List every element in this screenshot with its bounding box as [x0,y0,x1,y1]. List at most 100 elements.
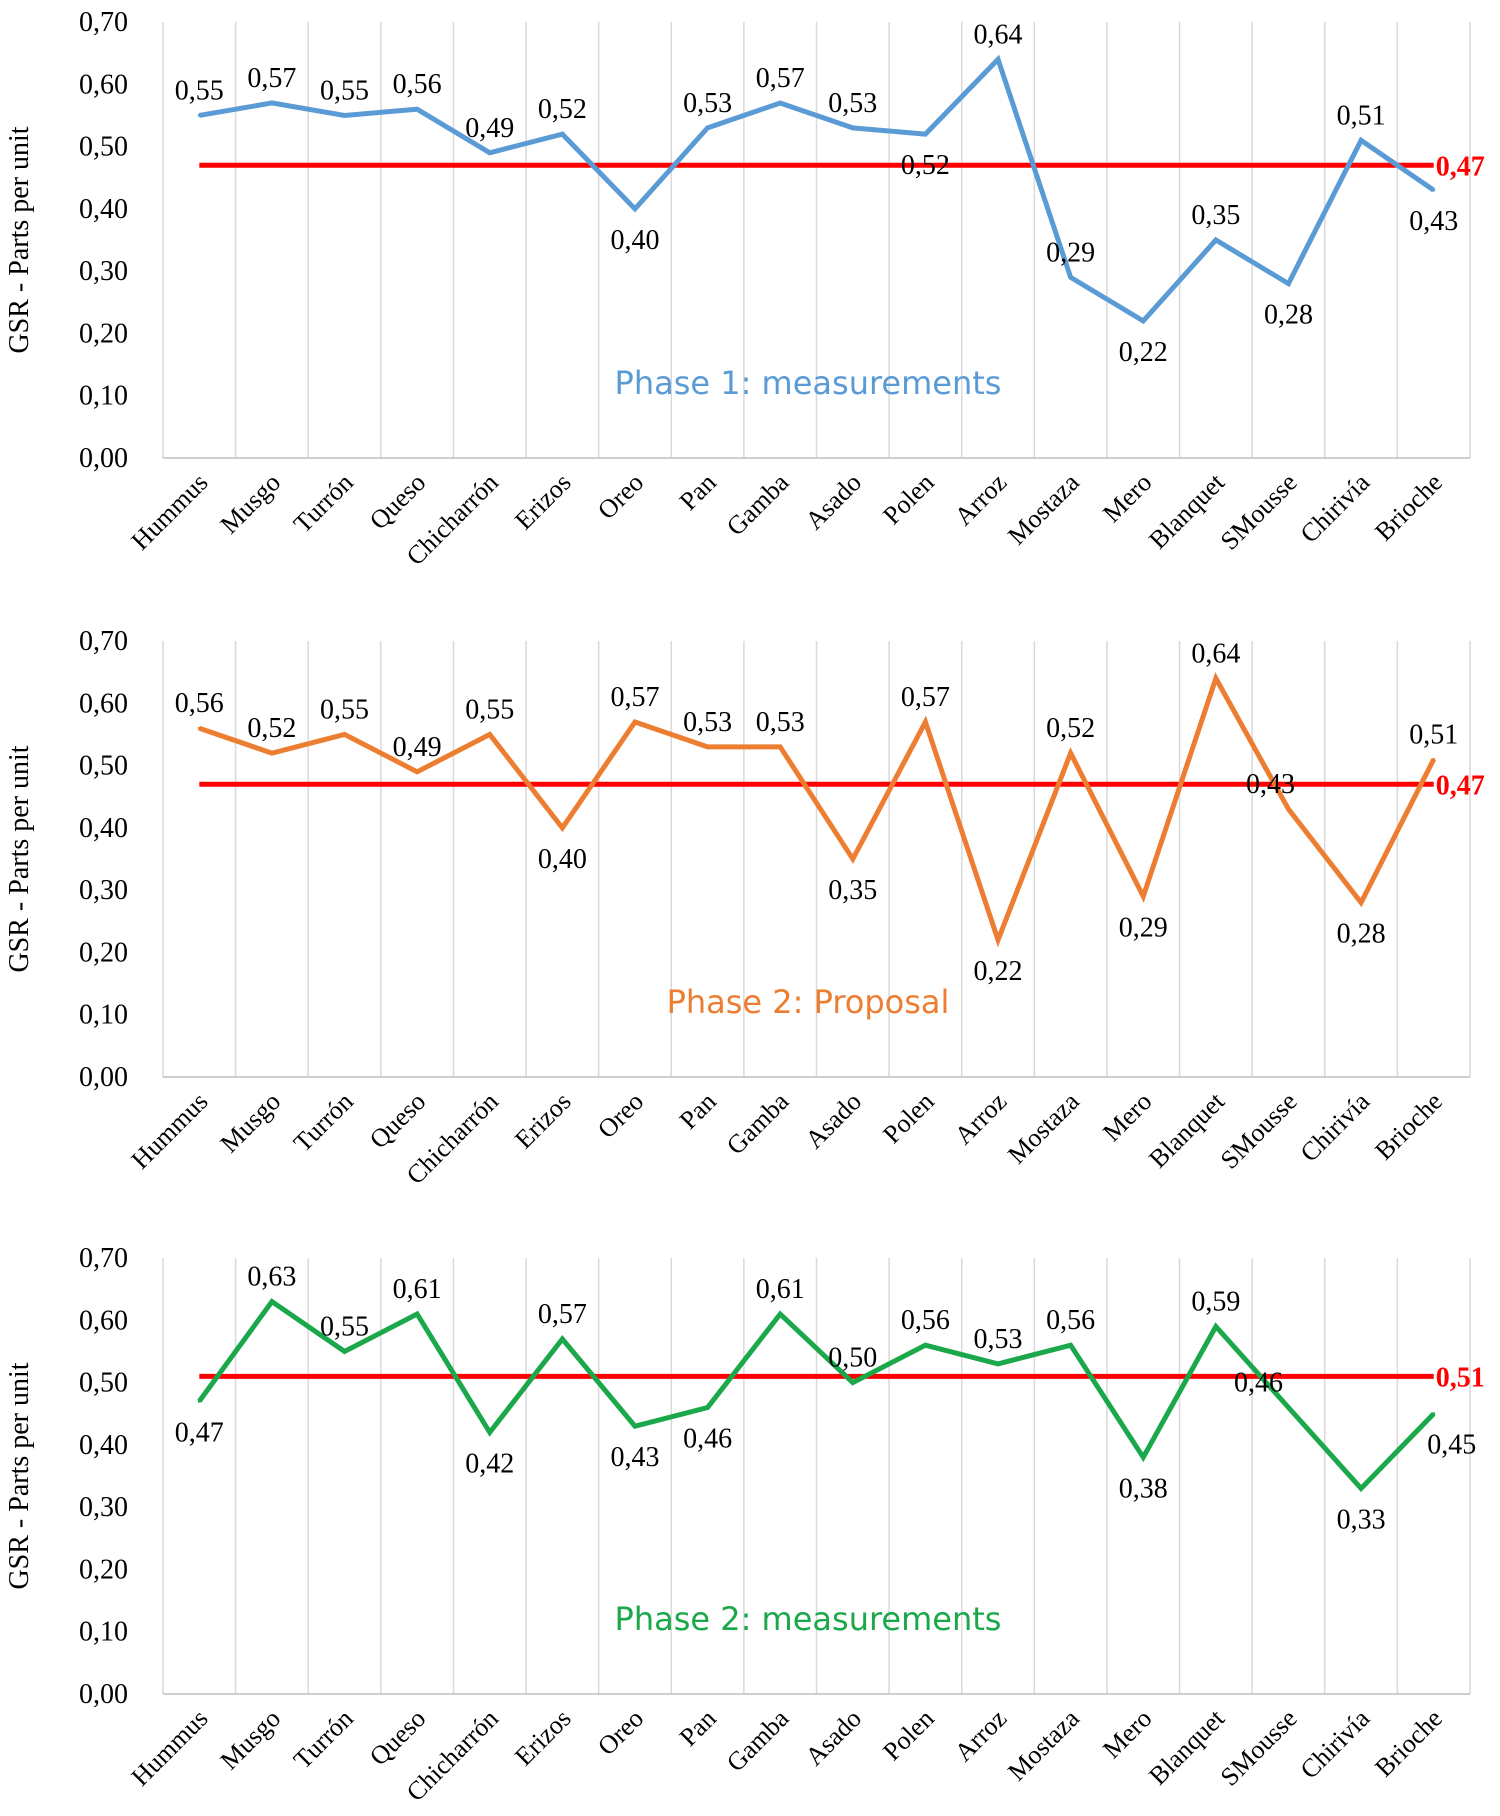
data-label: 0,50 [828,1343,877,1374]
data-label: 0,49 [465,113,514,144]
data-point [633,720,637,724]
data-label: 0,22 [974,956,1023,987]
x-tick-label: Turrón [288,1087,359,1158]
data-label: 0,55 [175,75,224,106]
x-tick-label: Pan [674,1087,722,1135]
data-label: 0,61 [756,1274,805,1305]
x-tick-label: Hummus [126,468,214,556]
data-label: 0,56 [175,688,224,719]
y-tick-label: 0,40 [79,813,128,844]
data-point [415,107,419,111]
data-label: 0,53 [756,707,805,738]
chart-phase2-measurements: 0,00 0,10 0,20 0,30 0,40 0,50 0,60 0,70 GSR - Pa… [4,1243,1485,1807]
data-point [197,1399,201,1403]
data-point [560,132,564,136]
x-tick-label: Oreo [592,1704,649,1761]
x-tick-label: Musgo [215,1087,287,1159]
x-tick-label: Arroz [949,1087,1012,1150]
data-point [851,126,855,130]
data-point [488,1430,492,1434]
y-tick-label: 0,10 [79,1000,128,1031]
x-tick-label: Chirivía [1295,467,1376,548]
data-label: 0,49 [393,732,442,763]
data-point [1214,1325,1218,1329]
reference-label: 0,47 [1436,770,1485,801]
data-point [1432,188,1436,192]
data-label: 0,33 [1337,1504,1386,1535]
data-label: 0,55 [465,694,514,725]
y-tick-label: 0,30 [79,875,128,906]
data-point [1214,238,1218,242]
data-label: 0,52 [247,713,296,744]
reference-label: 0,51 [1436,1362,1485,1393]
y-tick-label: 0,30 [79,1492,128,1523]
data-label: 0,40 [538,844,587,875]
data-point [706,126,710,130]
data-label: 0,46 [683,1423,732,1454]
series-line [198,672,1436,948]
data-label: 0,28 [1264,300,1313,331]
data-label: 0,52 [1046,713,1095,744]
data-point [778,745,782,749]
data-point [923,132,927,136]
data-label: 0,53 [974,1324,1023,1355]
data-label: 0,35 [828,875,877,906]
y-tick-label: 0,70 [79,7,128,38]
data-point [1359,1486,1363,1490]
x-tick-label: Mero [1097,468,1157,528]
y-axis-title: GSR - Parts per unit [4,745,35,972]
x-tick-label: Polen [877,468,939,530]
data-point [560,1337,564,1341]
x-tick-label: Blanquet [1143,1703,1230,1790]
data-point [560,826,564,830]
data-point [778,101,782,105]
x-tick-label: Chirivía [1295,1086,1376,1167]
data-point [996,938,1000,942]
y-tick-label: 0,70 [79,1243,128,1274]
x-tick-label: Oreo [592,1087,649,1144]
data-label: 0,51 [1337,100,1386,131]
data-label: 0,40 [610,225,659,256]
data-label: 0,55 [320,75,369,106]
data-point [706,745,710,749]
data-point [1432,1412,1436,1416]
data-point [488,151,492,155]
x-tick-label: Brioche [1369,1704,1448,1783]
data-point [270,1300,274,1304]
data-point [1069,751,1073,755]
data-point [415,1312,419,1316]
chart-phase2-proposal: 0,00 0,10 0,20 0,30 0,40 0,50 0,60 0,70 GSR - Pa… [4,626,1485,1190]
x-tick-label: Hummus [126,1087,214,1175]
x-tick-label: SMousse [1215,1087,1303,1175]
x-tick-label: Asado [800,1704,867,1771]
data-label: 0,22 [1119,337,1168,368]
data-label: 0,56 [393,69,442,100]
data-label: 0,46 [1234,1367,1283,1398]
y-tick-label: 0,00 [79,443,128,474]
x-tick-label: Asado [800,468,867,535]
data-label: 0,57 [247,63,296,94]
data-point [343,1349,347,1353]
data-label: 0,53 [683,707,732,738]
data-point [706,1405,710,1409]
data-point [1141,319,1145,323]
x-tick-label: Gamba [721,1703,795,1777]
data-point [996,57,1000,61]
data-point [633,1424,637,1428]
y-axis-title: GSR - Parts per unit [4,126,35,353]
data-label: 0,43 [1409,206,1458,237]
data-point [1069,275,1073,279]
data-point [778,1312,782,1316]
x-tick-label: Queso [364,1087,431,1154]
x-tick-label: Mero [1097,1704,1157,1764]
y-tick-label: 0,50 [79,1368,128,1399]
x-tick-label: Pan [674,1704,722,1752]
x-tick-label: Pan [674,468,722,516]
x-tick-label: SMousse [1215,468,1303,556]
data-label: 0,64 [974,19,1023,50]
series-line [197,1298,1436,1493]
y-tick-label: 0,10 [79,1617,128,1648]
x-tick-label: Polen [877,1704,939,1766]
data-point [270,101,274,105]
data-point [633,207,637,211]
